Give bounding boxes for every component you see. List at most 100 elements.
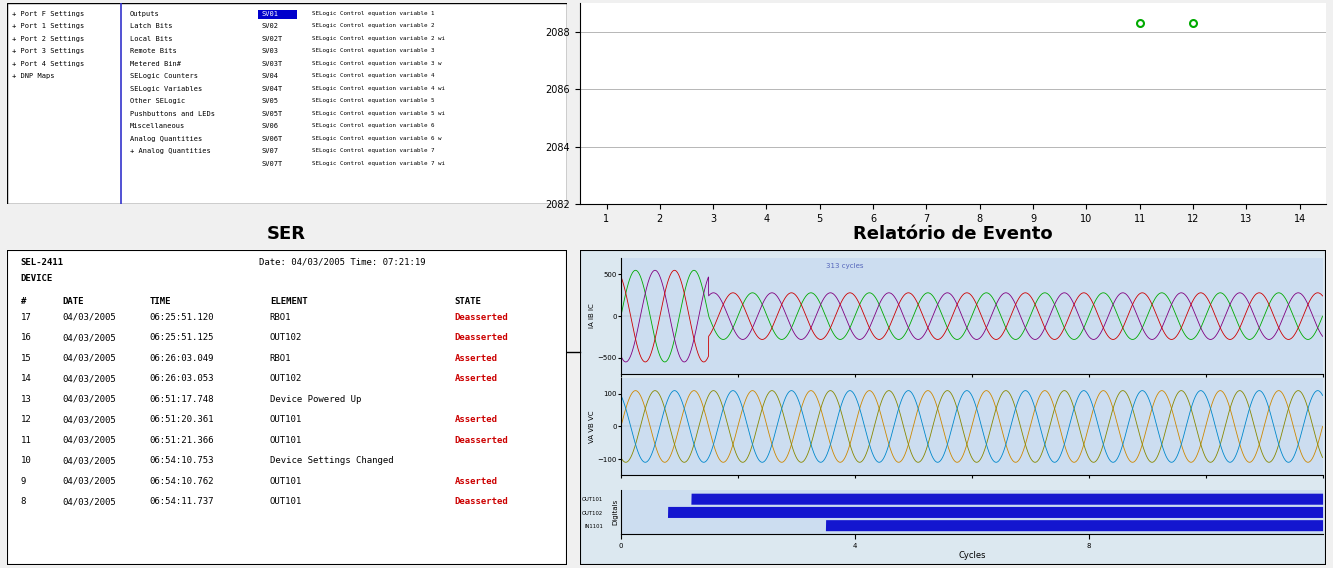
Text: + Port 3 Settings: + Port 3 Settings [12,48,84,55]
Text: SELogic Control equation variable 2: SELogic Control equation variable 2 [312,23,435,28]
Text: 04/03/2005: 04/03/2005 [63,333,116,343]
Text: 04/03/2005: 04/03/2005 [63,498,116,507]
Text: DATE: DATE [63,297,84,306]
Text: SV07: SV07 [261,148,279,154]
Text: 06:25:51.120: 06:25:51.120 [149,313,213,322]
Text: 15: 15 [21,354,32,363]
Text: SELogic Control equation variable 7 wi: SELogic Control equation variable 7 wi [312,161,445,166]
Text: 04/03/2005: 04/03/2005 [63,477,116,486]
Text: 313 cycles: 313 cycles [825,263,862,269]
Text: IA: IA [693,283,701,292]
Text: Deasserted: Deasserted [455,436,508,445]
Text: ELEMENT: ELEMENT [269,297,308,306]
Text: SELogic Control equation variable 5: SELogic Control equation variable 5 [312,98,435,103]
Text: Local Bits: Local Bits [129,36,172,42]
Text: OUT102: OUT102 [583,511,604,516]
Text: IC: IC [909,283,917,292]
Text: DEVICE: DEVICE [21,274,53,282]
Text: 04/03/2005: 04/03/2005 [63,354,116,363]
Text: SV04T: SV04T [261,86,283,92]
Text: 04/03/2005: 04/03/2005 [63,374,116,383]
Text: SV01: SV01 [261,11,279,17]
Text: RBO1: RBO1 [269,313,292,322]
Text: SV05T: SV05T [261,111,283,117]
Text: 06:54:10.762: 06:54:10.762 [149,477,213,486]
Text: Relatório de Evento: Relatório de Evento [853,225,1053,243]
Text: OUT101: OUT101 [269,415,303,424]
Text: 06:51:21.366: 06:51:21.366 [149,436,213,445]
FancyBboxPatch shape [7,3,567,204]
Text: Device Powered Up: Device Powered Up [269,395,361,404]
Text: SER: SER [267,225,307,243]
FancyBboxPatch shape [580,250,1326,565]
Text: 12: 12 [21,415,32,424]
FancyBboxPatch shape [772,262,832,281]
Text: Outputs: Outputs [129,11,160,17]
Text: 8: 8 [21,498,27,507]
Text: OUT101: OUT101 [269,477,303,486]
Text: SELogic Control equation variable 1: SELogic Control equation variable 1 [312,11,435,16]
Text: 14: 14 [21,374,32,383]
FancyBboxPatch shape [668,262,728,281]
Text: SV02T: SV02T [261,36,283,42]
Text: 06:51:17.748: 06:51:17.748 [149,395,213,404]
Text: 04/03/2005: 04/03/2005 [63,457,116,465]
Text: + DNP Maps: + DNP Maps [12,73,55,80]
Y-axis label: VA VB VC: VA VB VC [589,410,595,442]
Text: 13: 13 [21,395,32,404]
Text: IN1101: IN1101 [584,524,604,529]
Text: 04/03/2005: 04/03/2005 [63,436,116,445]
Text: 16: 16 [21,333,32,343]
Text: SELogic Control equation variable 4: SELogic Control equation variable 4 [312,73,435,78]
Text: VC: VC [1229,283,1240,292]
Text: TIME: TIME [149,297,171,306]
Text: 06:26:03.053: 06:26:03.053 [149,374,213,383]
FancyBboxPatch shape [1100,262,1161,281]
Text: Other SELogic: Other SELogic [129,98,185,105]
Text: Metered Bin#: Metered Bin# [129,61,181,67]
Text: SV03T: SV03T [261,61,283,67]
Text: SELogic Variables: SELogic Variables [129,86,203,92]
Text: SELogic Control equation variable 5 wi: SELogic Control equation variable 5 wi [312,111,445,116]
Text: Date: 04/03/2005 Time: 07:21:19: Date: 04/03/2005 Time: 07:21:19 [259,258,425,267]
Text: OUT101: OUT101 [269,498,303,507]
Text: SELogic Control equation variable 3 w: SELogic Control equation variable 3 w [312,61,441,66]
Text: Analog Quantities: Analog Quantities [129,136,203,142]
Text: Device Settings Changed: Device Settings Changed [269,457,393,465]
Text: RBO1: RBO1 [269,354,292,363]
Y-axis label: IA IB IC: IA IB IC [589,304,595,328]
Text: + Port 4 Settings: + Port 4 Settings [12,61,84,67]
Text: 06:25:51.125: 06:25:51.125 [149,333,213,343]
Text: Latch Bits: Latch Bits [129,23,172,30]
Text: + Port 1 Settings: + Port 1 Settings [12,23,84,30]
Text: 04/03/2005: 04/03/2005 [63,395,116,404]
Text: SELogic Control equation variable 4 wi: SELogic Control equation variable 4 wi [312,86,445,91]
Text: SV07T: SV07T [261,161,283,167]
Text: Deasserted: Deasserted [455,498,508,507]
Text: IB: IB [797,283,805,292]
FancyBboxPatch shape [1205,262,1265,281]
Text: Miscellaneous: Miscellaneous [129,123,185,130]
FancyBboxPatch shape [996,262,1056,281]
Text: SV06T: SV06T [261,136,283,142]
Text: SELogic Control equation variable 2 wi: SELogic Control equation variable 2 wi [312,36,445,41]
Text: 06:54:10.753: 06:54:10.753 [149,457,213,465]
Text: + Analog Quantities: + Analog Quantities [129,148,211,154]
Text: OUT101: OUT101 [269,436,303,445]
Text: Asserted: Asserted [455,477,497,486]
Text: + Port 2 Settings: + Port 2 Settings [12,36,84,42]
Text: 04/03/2005: 04/03/2005 [63,313,116,322]
Text: SV05: SV05 [261,98,279,105]
Text: SELogic Control equation variable 6 w: SELogic Control equation variable 6 w [312,136,441,141]
FancyBboxPatch shape [884,262,944,281]
Text: Asserted: Asserted [455,415,497,424]
Text: STATE: STATE [455,297,481,306]
FancyBboxPatch shape [7,250,567,565]
Text: Asserted: Asserted [455,374,497,383]
Text: 17: 17 [21,313,32,322]
Text: Remote Bits: Remote Bits [129,48,176,55]
Text: SELogic Control equation variable 6: SELogic Control equation variable 6 [312,123,435,128]
Text: OUT101: OUT101 [583,498,604,502]
Text: SV04: SV04 [261,73,279,80]
Text: OUT102: OUT102 [269,374,303,383]
